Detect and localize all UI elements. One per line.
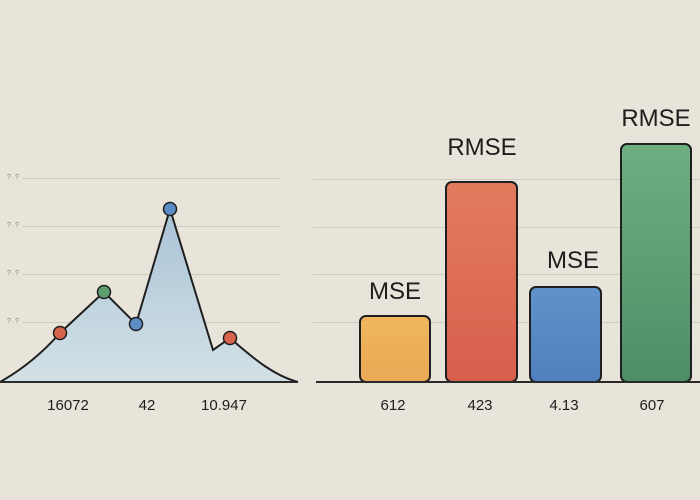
bar-rmse-2 (620, 143, 692, 383)
y-tick-label: ?.? (7, 270, 20, 277)
area-chart: ?.? ?.? ?.? ?.? 16072 42 10.947 (0, 0, 300, 500)
gridline (313, 179, 700, 180)
y-tick-label: ?.? (7, 174, 20, 181)
bar-label: RMSE (447, 134, 517, 161)
bar-label: MSE (546, 247, 600, 274)
data-point-marker (162, 201, 178, 217)
area-fill (0, 209, 298, 382)
x-axis-label: 4.13 (549, 397, 579, 414)
x-axis-label: 10.947 (201, 397, 247, 414)
x-axis-label: 42 (138, 397, 156, 414)
gridline (22, 226, 280, 227)
data-point-marker (128, 316, 144, 332)
gridline (22, 178, 280, 179)
x-axis-line (316, 381, 700, 383)
bar-rmse-1 (445, 181, 518, 383)
bar-label: RMSE (621, 105, 691, 132)
bar-chart: MSE RMSE MSE RMSE 612 423 4.13 607 (300, 0, 700, 500)
x-axis-label: 612 (380, 397, 406, 414)
data-point-marker (222, 330, 238, 346)
bar-mse-2 (529, 286, 602, 383)
data-point-marker (96, 284, 112, 300)
x-axis-label: 423 (467, 397, 493, 414)
bar-label: MSE (368, 278, 422, 305)
y-tick-label: ?.? (7, 222, 20, 229)
x-axis-label: 16072 (47, 397, 89, 414)
x-axis-label: 607 (639, 397, 665, 414)
x-axis-line (0, 381, 298, 383)
area-plot (0, 201, 299, 383)
data-point-marker (52, 325, 68, 341)
y-tick-label: ?.? (7, 318, 20, 325)
bar-mse-1 (359, 315, 431, 383)
